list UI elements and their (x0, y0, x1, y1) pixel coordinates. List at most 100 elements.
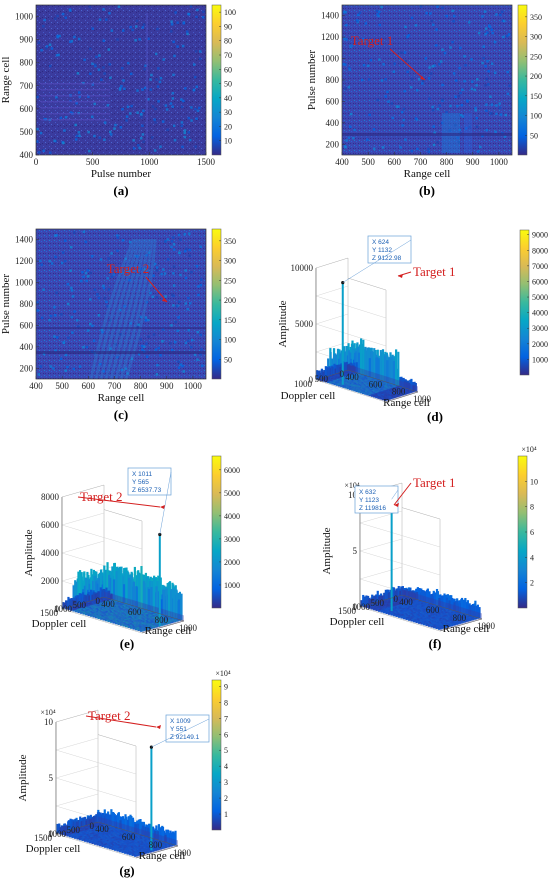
heatmap-cell (436, 107, 440, 111)
heatmap-cell (130, 357, 134, 360)
heatmap-cell (36, 301, 39, 304)
heatmap-cell (454, 123, 457, 127)
heatmap-cell (62, 341, 66, 344)
heatmap-cell (103, 121, 107, 124)
heatmap-cell (142, 140, 145, 144)
heatmap-cell (57, 53, 60, 57)
x-tick-label: 0 (34, 157, 39, 167)
heatmap-cell (49, 151, 52, 154)
heatmap-cell (69, 269, 72, 272)
heatmap-cell (49, 365, 53, 368)
datatip-line: X 1011 (132, 471, 153, 478)
heatmap-cell (150, 73, 153, 77)
heatmap-cell (136, 255, 139, 258)
heatmap-band (40, 101, 110, 103)
heatmap-cell (73, 231, 76, 234)
heatmap-cell (485, 109, 488, 112)
heatmap-cell (86, 275, 90, 278)
heatmap-cell (85, 345, 89, 349)
heatmap-cell (451, 9, 454, 13)
heatmap-cell (122, 79, 125, 82)
heatmap-cell (126, 61, 130, 65)
heatmap-cell (486, 31, 489, 34)
heatmap-cell (172, 236, 175, 239)
heatmap-cell (421, 82, 424, 85)
colorbar (211, 455, 222, 609)
heatmap-cell (196, 330, 200, 334)
heatmap-cell (490, 112, 494, 115)
heatmap-cell (348, 68, 352, 71)
heatmap-cell (137, 352, 141, 356)
heatmap-cell (147, 37, 150, 41)
heatmap-cell (77, 37, 81, 41)
doppler-tick-label: 1500 (40, 608, 59, 618)
target-arrow (85, 715, 157, 728)
heatmap-cell (172, 242, 176, 246)
heatmap-cell (179, 363, 183, 366)
colorbar-tick-label: 50 (224, 355, 232, 364)
heatmap-cell (449, 104, 452, 108)
x-tick-label: 1500 (197, 157, 216, 167)
heatmap-cell (50, 262, 54, 265)
heatmap-cell (484, 64, 487, 68)
heatmap-cell (77, 91, 81, 94)
x-tick-label: 1000 (184, 381, 203, 391)
heatmap-cell (177, 233, 181, 237)
heatmap-cell (74, 123, 77, 127)
heatmap-cell (89, 72, 92, 76)
panel-caption: (f) (429, 636, 442, 651)
panel-caption: (b) (419, 183, 435, 198)
heatmap-cell (143, 268, 147, 271)
range-tick-label: 400 (101, 599, 115, 609)
heatmap-cell (428, 97, 431, 100)
heatmap-cell (110, 252, 113, 255)
heatmap-cell (502, 19, 506, 23)
heatmap-cell (187, 12, 190, 16)
heatmap-cell (419, 5, 423, 8)
y-tick-label: 1000 (15, 278, 34, 288)
heatmap-cell (118, 88, 122, 91)
heatmap-band (40, 83, 110, 85)
heatmap-cell (188, 302, 192, 305)
heatmap-cell (463, 55, 466, 58)
heatmap-cell (165, 108, 169, 111)
heatmap-cell (75, 134, 79, 138)
heatmap-cell (136, 325, 139, 329)
heatmap-cell (139, 315, 143, 319)
heatmap-cell (376, 98, 379, 102)
heatmap-cell (154, 52, 158, 56)
heatmap-cell (503, 135, 507, 138)
heatmap-cell (456, 104, 459, 108)
z-tick-label: 4000 (41, 548, 60, 558)
heatmap-cell (121, 271, 124, 275)
heatmap-cell (175, 304, 179, 308)
colorbar-tick-label: 4000 (532, 309, 548, 318)
heatmap-cell (155, 296, 159, 299)
peak-marker (158, 532, 162, 537)
colorbar-tick-label: 1000 (224, 581, 240, 590)
heatmap-cell (184, 269, 188, 272)
heatmap-cell (110, 29, 114, 32)
heatmap-cell (156, 363, 159, 367)
range-tick-label: 1000 (477, 621, 496, 631)
heatmap-cell (170, 324, 173, 327)
heatmap-cell (196, 109, 200, 113)
surface-strip (104, 591, 184, 621)
heatmap-cell (404, 25, 407, 29)
heatmap-cell (454, 95, 458, 99)
heatmap-cell (84, 271, 88, 275)
heatmap-cell (143, 345, 146, 349)
heatmap-cell (184, 87, 187, 90)
heatmap-cell (137, 144, 140, 147)
heatmap-cell (198, 106, 201, 110)
surface-strip (98, 816, 178, 846)
heatmap-cell (403, 51, 407, 54)
heatmap-cell (45, 45, 49, 48)
heatmap-cell (183, 232, 187, 236)
heatmap-cell (56, 336, 59, 339)
colorbar-tick-label: 100 (530, 112, 542, 121)
heatmap-cell (67, 336, 70, 340)
heatmap-cell (120, 368, 124, 372)
heatmap-cell (101, 330, 104, 334)
